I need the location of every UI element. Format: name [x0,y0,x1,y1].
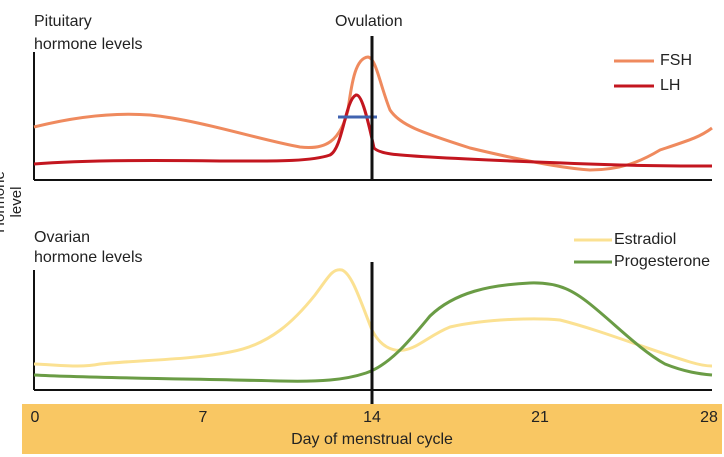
day-tick-14: 14 [363,409,381,426]
ovulation-label: Ovulation [335,13,403,30]
legend-label-progesterone: Progesterone [614,253,711,270]
day-tick-28: 28 [700,409,718,426]
day-tick-21: 21 [531,409,549,426]
ovarian-title-line2: hormone levels [34,249,143,266]
day-tick-7: 7 [198,409,208,426]
pituitary-title-line1: Pituitary [34,13,92,30]
legend-label-fsh: FSH [660,52,692,69]
ovarian-title-line1: Ovarian [34,229,91,246]
day-tick-0: 0 [30,409,40,426]
legend-label-estradiol: Estradiol [614,231,677,248]
lh-curve [33,93,713,168]
x-axis-title: Day of menstrual cycle [291,431,453,448]
progesterone-curve [33,281,713,383]
day-axis-band [22,404,722,454]
fsh-curve [33,55,713,172]
legend-label-lh: LH [660,77,681,94]
pituitary-title-line2: hormone levels [34,36,143,53]
y-axis-label: Hormone level [0,171,25,233]
